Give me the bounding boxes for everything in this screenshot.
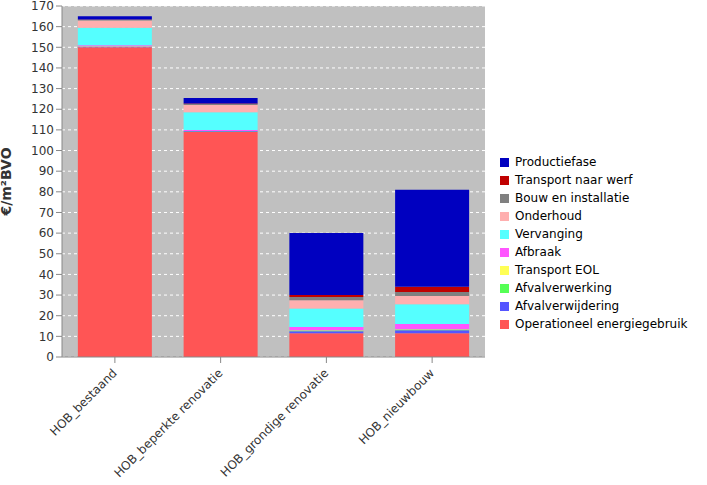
svg-text:HOB_beperkte renovatie: HOB_beperkte renovatie [111,366,225,480]
svg-text:90: 90 [39,164,54,178]
html-text:Bouw en installatie: Bouw en installatie [515,191,630,205]
svg-text:HOB_grondige renovatie: HOB_grondige renovatie [218,366,332,480]
svg-text:130: 130 [31,82,54,96]
svg-text:40: 40 [39,268,54,282]
svg-text:HOB_bestaand: HOB_bestaand [47,366,120,439]
html-text:Vervanging: Vervanging [515,227,583,241]
html-text:Transport naar werf: Transport naar werf [515,173,633,187]
html-text:Productiefase: Productiefase [515,155,597,169]
svg-text:0: 0 [46,350,54,364]
svg-text:120: 120 [31,102,54,116]
svg-text:50: 50 [39,247,54,261]
html-text:Transport EOL: Transport EOL [515,263,599,277]
svg-text:20: 20 [39,309,54,323]
html-text:Afbraak: Afbraak [515,245,562,259]
svg-text:10: 10 [39,330,54,344]
svg-text:150: 150 [31,41,54,55]
svg-text:30: 30 [39,288,54,302]
svg-text:110: 110 [31,123,54,137]
svg-text:170: 170 [31,0,54,13]
svg-text:HOB_nieuwbouw: HOB_nieuwbouw [356,366,437,447]
svg-text:€/m²BVO: €/m²BVO [8,147,14,216]
svg-text:60: 60 [39,226,54,240]
svg-text:100: 100 [31,144,54,158]
html-text:Onderhoud: Onderhoud [515,209,582,223]
html-text:Operationeel energiegebruik: Operationeel energiegebruik [515,317,688,331]
svg-text:70: 70 [39,206,54,220]
svg-text:160: 160 [31,20,54,34]
svg-text:140: 140 [31,61,54,75]
html-text:Afvalverwijdering: Afvalverwijdering [515,299,620,313]
html-text:Afvalverwerking: Afvalverwerking [515,281,612,295]
svg-text:80: 80 [39,185,54,199]
